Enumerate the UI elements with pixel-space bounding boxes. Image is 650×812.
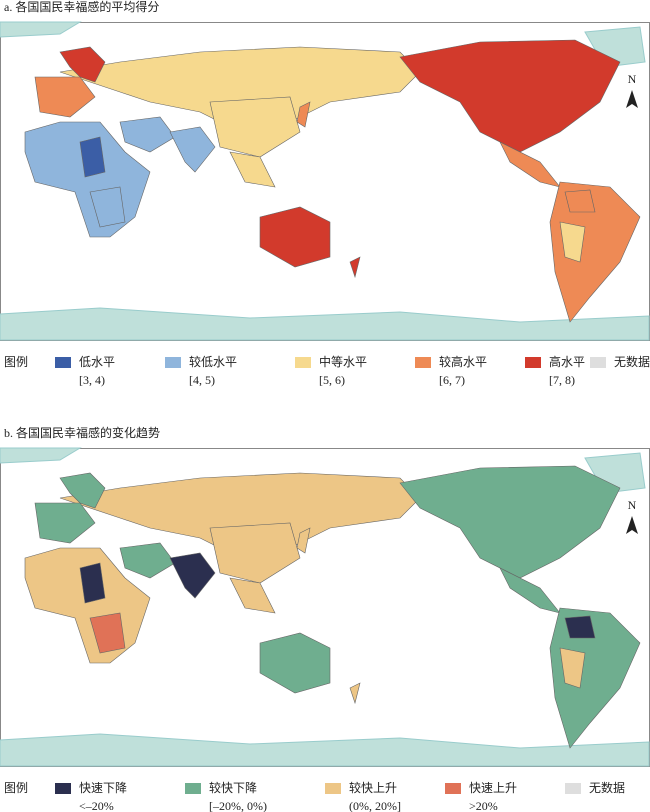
country-region [564, 615, 596, 639]
legend-label: 较快下降 [209, 780, 257, 795]
legend-swatch [415, 357, 431, 368]
north-arrow [626, 90, 638, 108]
country-region [59, 46, 421, 133]
country-region [229, 577, 276, 614]
legend-swatch [165, 357, 181, 368]
country-region [79, 136, 106, 178]
country-region [89, 186, 126, 228]
country-region [229, 151, 276, 188]
country-region [399, 465, 621, 579]
legend-swatch [590, 357, 606, 368]
legend-range: <–20% [79, 799, 114, 812]
country-region [499, 567, 561, 614]
country-region [169, 126, 216, 173]
panel-title: b. 各国国民幸福感的变化趋势 [4, 425, 160, 440]
country-region [349, 682, 361, 705]
legend-range: [4, 5) [189, 373, 215, 387]
legend-range: [5, 6) [319, 373, 345, 387]
legend-swatch [445, 783, 461, 794]
legend-label: 快速下降 [79, 781, 127, 795]
north-label: N [628, 498, 637, 512]
arctic [0, 21, 82, 38]
legend-label: 高水平 [549, 354, 585, 369]
panel: a. 各国国民幸福感的平均得分 N 图例 低水平 [3, 4) 较低水平 [4, 5) 中等水… [0, 0, 650, 387]
legend-range: [6, 7) [439, 373, 465, 387]
legend-label: 无数据 [614, 354, 650, 369]
legend-range: [–20%, 0%) [209, 799, 267, 812]
legend-range: (0%, 20%] [349, 799, 401, 812]
north-arrow [626, 516, 638, 534]
north-label: N [628, 72, 637, 86]
country-region [119, 542, 176, 579]
legend-swatch [525, 357, 541, 368]
country-region [89, 612, 126, 654]
country-region [349, 256, 361, 279]
country-region [34, 76, 96, 118]
country-region [169, 552, 216, 599]
country-region [259, 632, 331, 694]
legend-swatch [185, 783, 201, 794]
country-region [79, 562, 106, 604]
legend-title: 图例 [4, 781, 28, 795]
country-region [259, 206, 331, 268]
legend-range: >20% [469, 799, 498, 812]
legend-label: 低水平 [79, 355, 115, 369]
antarctica [0, 307, 650, 341]
country-region [549, 181, 641, 323]
panel: b. 各国国民幸福感的变化趋势 N 图例 快速下降 <–20% 较快下降 [–20%, 0%… [0, 425, 650, 812]
country-region [119, 116, 176, 153]
legend-label: 中等水平 [319, 354, 367, 369]
arctic [0, 447, 82, 464]
country-region [209, 96, 301, 158]
antarctica [0, 733, 650, 767]
country-region [499, 141, 561, 188]
country-region [296, 527, 311, 554]
country-region [399, 39, 621, 153]
panel-title: a. 各国国民幸福感的平均得分 [4, 0, 159, 14]
country-region [549, 607, 641, 749]
legend-swatch [55, 783, 71, 794]
country-region [59, 472, 106, 509]
legend-title: 图例 [4, 355, 28, 369]
legend-swatch [55, 357, 71, 368]
country-region [59, 46, 106, 83]
legend-range: [3, 4) [79, 373, 105, 387]
country-region [296, 101, 311, 128]
legend-swatch [325, 783, 341, 794]
legend-label: 较快上升 [349, 780, 397, 795]
country-region [559, 221, 586, 263]
map: N [0, 21, 650, 341]
legend-label: 较高水平 [439, 354, 487, 369]
legend-swatch [565, 783, 581, 794]
legend-label: 无数据 [589, 780, 625, 795]
country-region [34, 502, 96, 544]
country-region [559, 647, 586, 689]
legend-label: 较低水平 [189, 354, 237, 369]
legend-label: 快速上升 [469, 781, 517, 795]
legend-swatch [295, 357, 311, 368]
map: N [0, 447, 650, 767]
country-region [59, 472, 421, 559]
legend-range: [7, 8) [549, 373, 575, 387]
country-region [209, 522, 301, 584]
country-region [564, 189, 596, 213]
